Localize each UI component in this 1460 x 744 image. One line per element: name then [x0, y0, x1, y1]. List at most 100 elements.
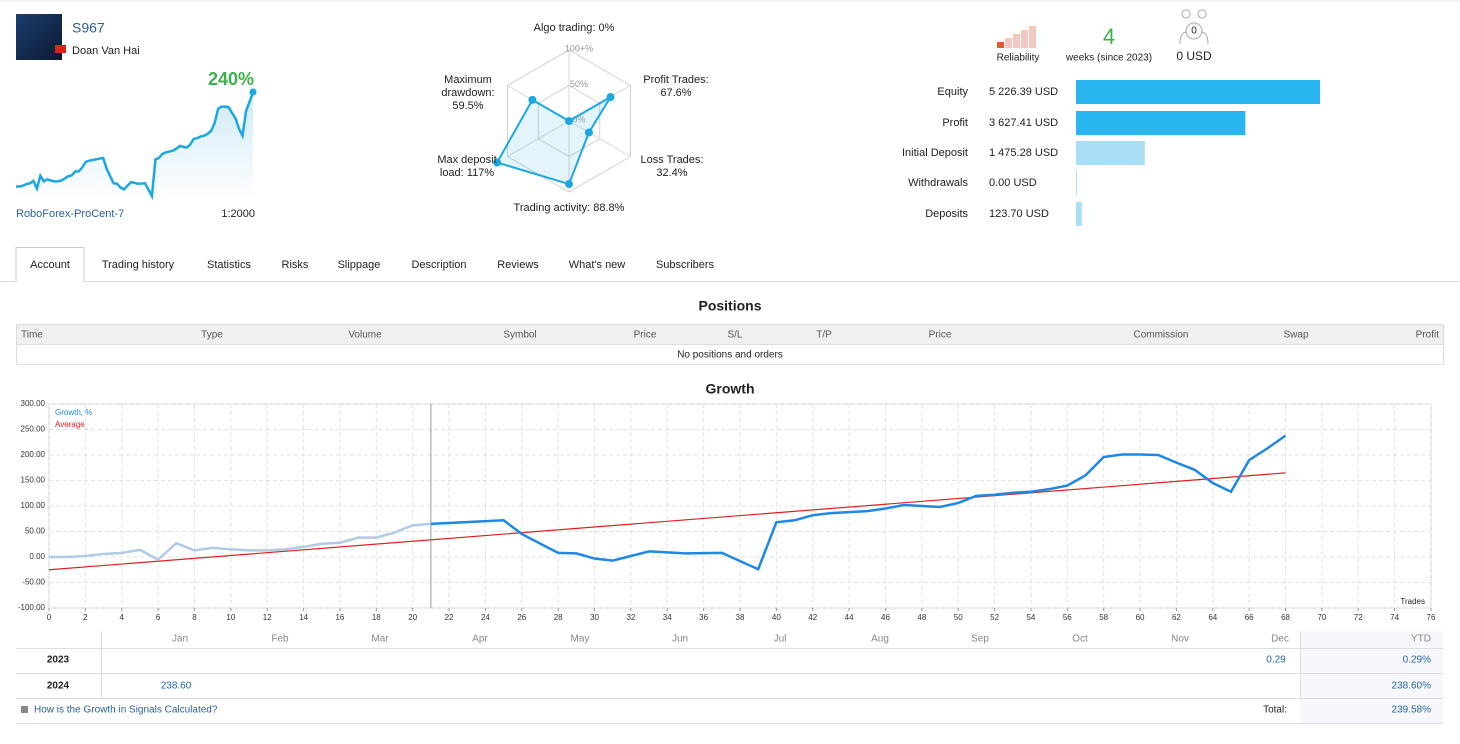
x-tick-label: 50 — [954, 613, 963, 622]
x-tick-label: 74 — [1390, 613, 1399, 622]
summary-value: 0.00 USD — [989, 177, 1037, 189]
ytd-value: 238.60% — [1392, 681, 1432, 692]
x-tick-label: 6 — [156, 613, 161, 622]
x-tick-label: 48 — [917, 613, 926, 622]
month-header: Sep — [971, 634, 989, 645]
tab[interactable]: Slippage — [338, 259, 381, 271]
tab[interactable]: Trading history — [102, 259, 175, 271]
reliability-bar — [1029, 26, 1036, 48]
summary-label: Deposits — [925, 208, 968, 220]
positions-column: Volume — [348, 330, 382, 341]
growth-value: 240% — [208, 69, 254, 89]
x-tick-label: 36 — [699, 613, 708, 622]
y-tick-label: 150.00 — [21, 476, 46, 485]
x-tick-label: 18 — [372, 613, 381, 622]
radar-axis-value: 88.8% — [593, 202, 625, 214]
reliability-bar — [1005, 38, 1012, 48]
x-tick-label: 20 — [408, 613, 417, 622]
year: 2024 — [47, 681, 70, 692]
radar-axis-name: Algo trading: — [533, 22, 596, 34]
positions-body — [16, 344, 1444, 365]
summary-bar — [1076, 171, 1077, 195]
radar-axis-name: Profit Trades: — [643, 74, 709, 86]
x-tick-label: 34 — [663, 613, 672, 622]
x-tick-label: 46 — [881, 613, 890, 622]
month-header: Jul — [774, 634, 787, 645]
radar-axis-name: Maximum drawdown: — [441, 74, 495, 99]
x-tick-label: 12 — [263, 613, 272, 622]
radar-point — [606, 93, 615, 102]
month-value: 0.29 — [1266, 655, 1286, 666]
summary-value: 5 226.39 USD — [989, 86, 1058, 98]
year: 2023 — [47, 655, 70, 666]
radar-axis-value: 117% — [466, 167, 495, 179]
radar-axis-value: 0% — [598, 22, 615, 34]
tab[interactable]: Risks — [282, 259, 309, 271]
help-link[interactable]: How is the Growth in Signals Calculated? — [34, 705, 218, 716]
x-tick-label: 8 — [192, 613, 197, 622]
y-tick-label: 200.00 — [21, 450, 46, 459]
tab[interactable]: Description — [411, 259, 466, 271]
y-tick-label: 250.00 — [21, 425, 46, 434]
summary-label: Equity — [937, 86, 968, 98]
month-header: Mar — [371, 634, 389, 645]
y-tick-label: 0.00 — [29, 552, 45, 561]
radar-ring-label: 0% — [572, 114, 585, 124]
radar-label: Max deposit load: 117% — [431, 154, 503, 180]
tab[interactable]: Statistics — [207, 259, 252, 271]
radar-ring-label: 50% — [570, 79, 588, 89]
radar-spoke — [507, 120, 570, 157]
x-tick-label: 72 — [1354, 613, 1363, 622]
x-tick-label: 26 — [517, 613, 526, 622]
weeks-label: weeks (since 2023) — [1065, 53, 1152, 64]
positions-title: Positions — [698, 298, 761, 314]
positions-column: Price — [634, 330, 657, 341]
summary-label: Initial Deposit — [902, 147, 968, 159]
x-tick-label: 30 — [590, 613, 599, 622]
radar-axis-name: Max deposit load: — [437, 154, 497, 179]
subscriber-icon — [1185, 22, 1203, 40]
series-line — [48, 472, 1286, 571]
x-tick-label: 60 — [1136, 613, 1145, 622]
series-line — [49, 522, 431, 562]
x-axis-label: Trades — [1400, 597, 1425, 606]
x-tick-label: 2 — [83, 613, 88, 622]
positions-column: Commission — [1133, 330, 1188, 341]
reliability-bar — [1013, 34, 1020, 48]
month-header: Jan — [172, 634, 188, 645]
month-value: 238.60 — [161, 681, 192, 692]
x-tick-label: 52 — [990, 613, 999, 622]
author: Doan Van Hai — [72, 45, 140, 57]
mini-end-dot — [249, 88, 257, 96]
x-tick-label: 24 — [481, 613, 490, 622]
month-header: Feb — [271, 634, 289, 645]
tab[interactable]: Reviews — [497, 259, 539, 271]
weeks: 4 — [1103, 24, 1115, 49]
radar-axis-value: 32.4% — [656, 167, 688, 179]
radar-point — [584, 128, 593, 137]
help-icon — [21, 706, 28, 713]
y-tick-label: 300.00 — [21, 399, 46, 408]
positions-empty: No positions and orders — [677, 350, 783, 361]
x-tick-label: 70 — [1317, 613, 1326, 622]
tab[interactable]: Account — [30, 259, 70, 271]
subscriber-funds: 0 USD — [1176, 49, 1212, 63]
y-tick-label: -50.00 — [22, 578, 45, 587]
reliability-label: Reliability — [997, 53, 1040, 64]
flag — [55, 45, 66, 53]
tab[interactable]: What's new — [569, 259, 626, 271]
y-tick-label: 100.00 — [21, 501, 46, 510]
y-tick-label: -100.00 — [18, 603, 46, 612]
month-header: Aug — [871, 634, 889, 645]
radar-label: Profit Trades: 67.6% — [636, 74, 716, 100]
positions-column: Swap — [1283, 330, 1308, 341]
subscribers: 0 — [1191, 26, 1197, 37]
signal-name: S967 — [72, 20, 105, 36]
radar-area — [495, 96, 612, 186]
positions-column: Profit — [1416, 330, 1440, 341]
x-tick-label: 4 — [120, 613, 125, 622]
month-header: Apr — [472, 634, 488, 645]
tab[interactable]: Subscribers — [656, 259, 715, 271]
reliability-bar — [1021, 30, 1028, 48]
avatar — [16, 14, 62, 60]
